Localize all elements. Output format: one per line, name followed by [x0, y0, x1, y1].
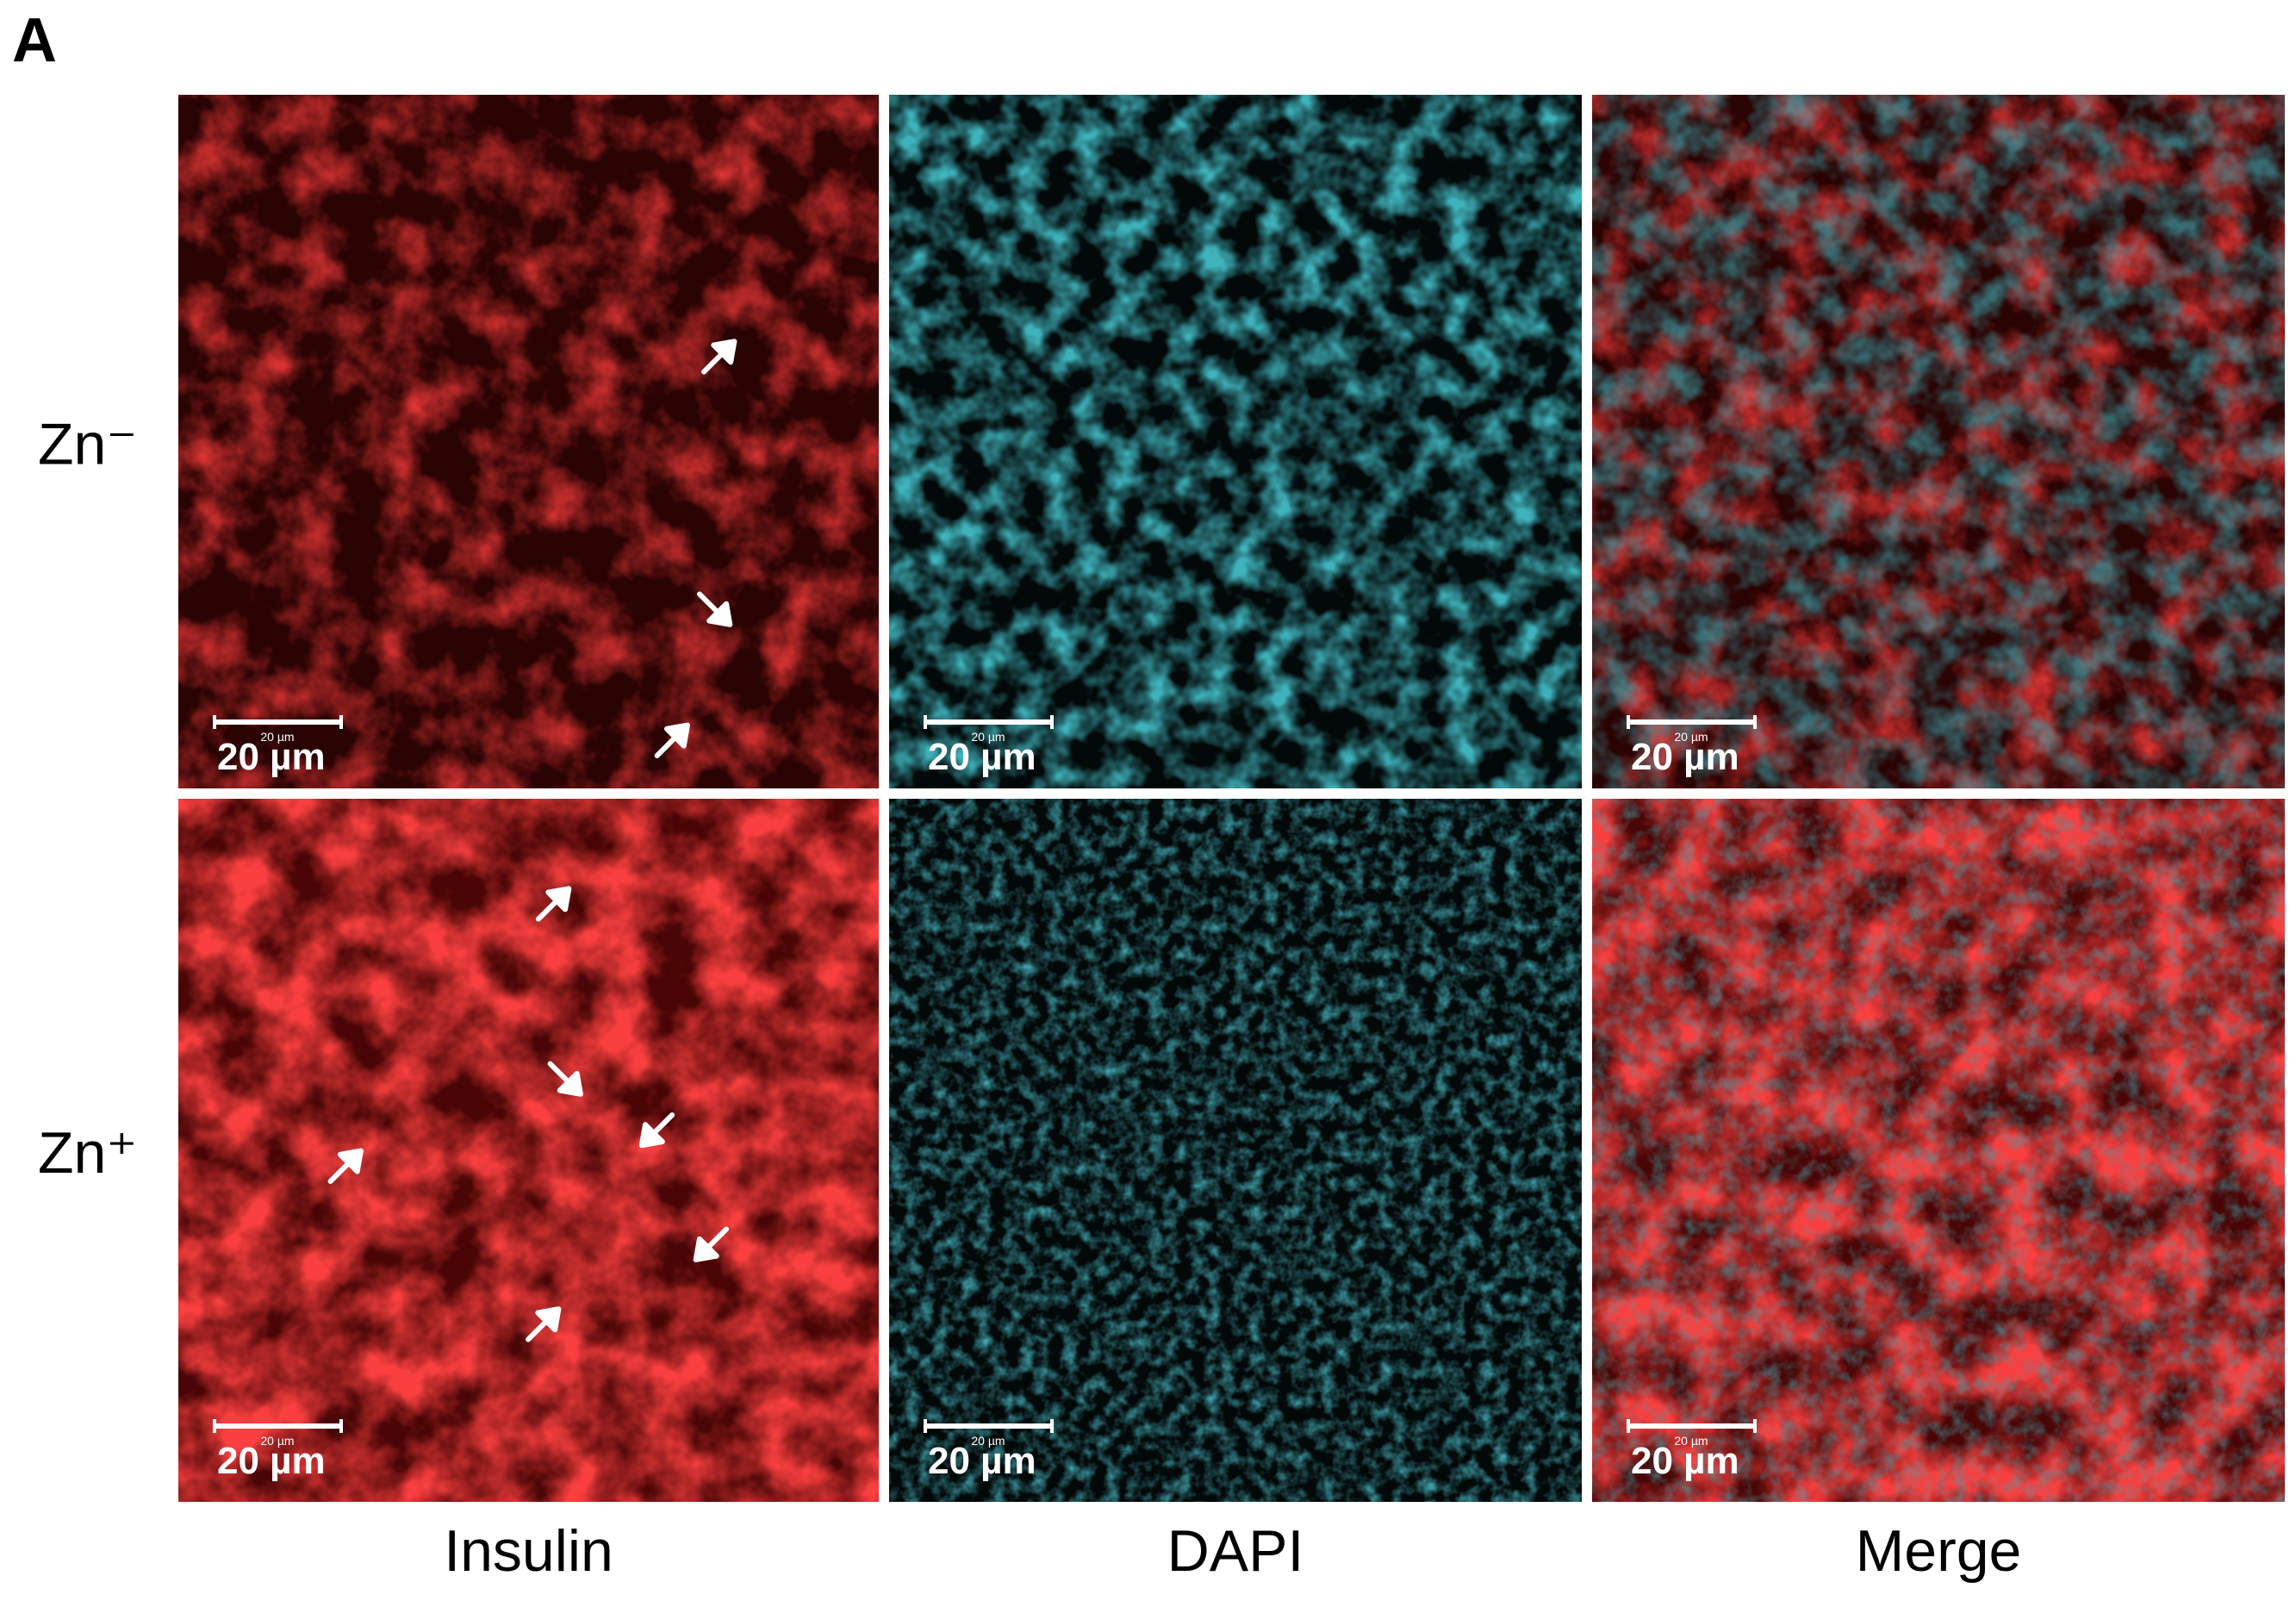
arrow	[701, 339, 737, 375]
column-label: Insulin	[444, 1518, 613, 1584]
column-label: DAPI	[1167, 1518, 1304, 1584]
dapi-signal	[889, 799, 1582, 1502]
row-label: Zn⁺	[38, 1120, 137, 1186]
dapi-signal	[1592, 95, 2285, 788]
scale-bar-tiny-label: 20 µm	[1674, 1434, 1708, 1448]
column-label: Merge	[1856, 1518, 2022, 1584]
scale-bar-label: 20 µm	[1631, 1440, 1739, 1482]
row-label: Zn⁻	[38, 411, 137, 476]
scale-bar-label: 20 µm	[217, 736, 326, 778]
arrow	[547, 1061, 583, 1097]
scale-bar-tiny-label: 20 µm	[971, 730, 1005, 744]
scale-bar-tiny-label: 20 µm	[260, 1434, 294, 1448]
scale-bar-label: 20 µm	[1631, 736, 1739, 778]
arrow	[327, 1148, 364, 1184]
dapi-signal	[1592, 799, 2285, 1502]
insulin-signal	[178, 799, 879, 1502]
insulin-signal	[178, 95, 879, 788]
arrow	[638, 1112, 675, 1149]
scale-bar-tiny-label: 20 µm	[971, 1434, 1005, 1448]
scale-bar-label: 20 µm	[928, 736, 1036, 778]
arrow	[535, 886, 572, 922]
scale-bar-label: 20 µm	[217, 1440, 326, 1482]
scale-bar-tiny-label: 20 µm	[260, 730, 294, 744]
arrow	[526, 1306, 562, 1342]
arrow	[696, 591, 733, 627]
panel-label: A	[12, 6, 57, 75]
arrow	[693, 1226, 730, 1262]
arrow	[654, 722, 690, 758]
scale-bar-label: 20 µm	[928, 1440, 1036, 1482]
dapi-signal	[889, 95, 1582, 788]
scale-bar-tiny-label: 20 µm	[1674, 730, 1708, 744]
